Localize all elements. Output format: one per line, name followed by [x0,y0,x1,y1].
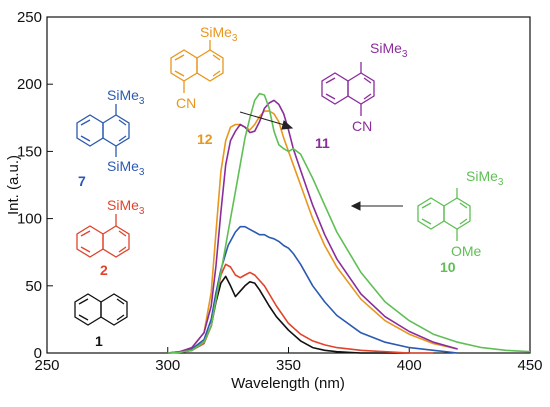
x-tick-label: 300 [155,357,180,374]
c1-label: 1 [95,333,103,349]
c7-label: 7 [78,173,86,189]
annotation-arrows [239,111,403,211]
c7-sub-bottom: SiMe3 [107,158,145,178]
structure-1 [74,293,128,326]
c10-label: 10 [440,259,456,275]
arrow-12-line [239,111,289,127]
series-line-11 [167,99,458,354]
y-tick-label: 200 [17,76,42,93]
structure-11 [321,62,375,116]
c2-sub-top: SiMe3 [107,197,145,217]
arrow-12-head [281,120,294,130]
c12-label: 12 [197,131,213,147]
structure-7 [76,104,130,157]
x-tick-label: 250 [34,357,59,374]
c10-sub-top: SiMe3 [466,168,504,188]
axis-ticks [46,16,531,354]
c7-sub-top: SiMe3 [107,87,145,107]
y-axis-title: Int. (a.u.) [5,155,22,215]
series-line-12 [167,110,458,354]
series-lines [167,92,531,354]
x-tick-label: 350 [276,357,301,374]
c2-label: 2 [100,262,108,278]
c11-label: 11 [315,135,330,151]
series-line-10 [167,92,531,354]
series-line-7 [167,225,458,354]
x-tick-label: 450 [517,357,542,374]
y-tick-label: 250 [17,9,42,26]
arrow-10-head [350,201,361,211]
x-tick-label: 400 [397,357,422,374]
y-tick-label: 150 [17,143,42,160]
c12-sub-top: SiMe3 [200,24,238,44]
y-tick-label: 50 [25,278,42,295]
x-axis-title: Wavelength (nm) [231,375,345,392]
structure-12 [170,40,224,93]
plot-frame [46,16,531,354]
c11-sub-bottom: CN [352,118,372,134]
c10-sub-bottom: OMe [451,243,482,259]
c11-sub-top: SiMe3 [370,40,408,60]
structure-10 [417,188,471,241]
c12-sub-bottom: CN [176,95,196,111]
y-tick-label: 100 [17,211,42,228]
y-tick-label: 0 [34,345,42,362]
tick-labels: 250 300 350 400 450 0 50 100 150 200 250 [17,9,543,374]
structure-2 [76,214,130,258]
